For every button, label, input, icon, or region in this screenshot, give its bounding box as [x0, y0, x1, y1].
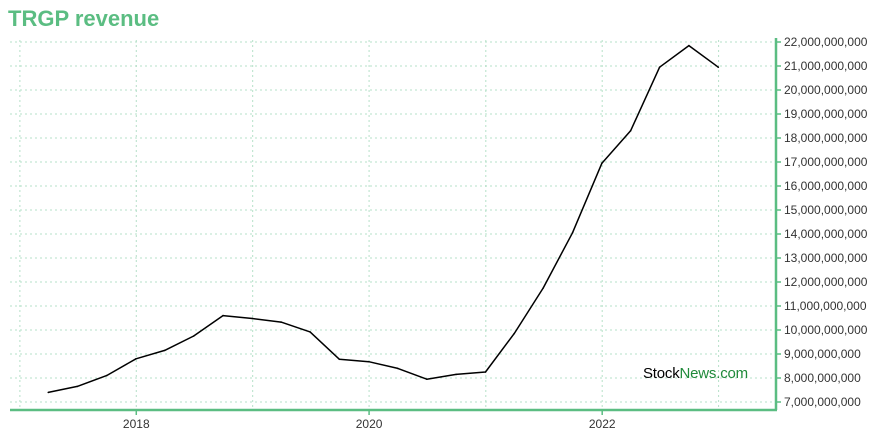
- x-tick-label: 2018: [123, 417, 150, 431]
- data-point: [601, 162, 603, 164]
- stocknews-watermark: StockNews.com: [643, 365, 748, 382]
- data-point: [280, 321, 282, 323]
- y-tick-label: 10,000,000,000: [784, 323, 868, 337]
- y-tick-label: 17,000,000,000: [784, 155, 868, 169]
- data-point: [484, 371, 487, 373]
- y-tick-label: 9,000,000,000: [784, 347, 861, 361]
- data-point: [571, 232, 574, 234]
- data-point: [163, 349, 166, 352]
- y-tick-label: 7,000,000,000: [784, 395, 861, 409]
- y-tick-label: 14,000,000,000: [784, 227, 868, 241]
- y-tick-label: 20,000,000,000: [784, 83, 868, 97]
- data-point: [717, 66, 720, 68]
- watermark-stock: Stock: [643, 365, 680, 382]
- data-point: [629, 130, 632, 132]
- x-tick-label: 2020: [356, 417, 383, 431]
- y-tick-label: 12,000,000,000: [784, 275, 868, 289]
- x-tick-label: 2022: [589, 417, 616, 431]
- data-point: [542, 287, 545, 289]
- data-point: [688, 44, 690, 47]
- watermark-news: News.com: [679, 365, 749, 382]
- data-point: [338, 358, 341, 361]
- data-point: [396, 367, 399, 370]
- data-point: [251, 317, 254, 320]
- data-point: [76, 385, 79, 388]
- y-tick-label: 19,000,000,000: [784, 107, 868, 121]
- y-tick-label: 11,000,000,000: [784, 299, 867, 313]
- data-point: [513, 332, 515, 335]
- y-tick-label: 13,000,000,000: [784, 251, 868, 265]
- y-tick-label: 16,000,000,000: [784, 179, 868, 193]
- data-point: [135, 358, 137, 360]
- y-tick-label: 21,000,000,000: [784, 59, 868, 73]
- data-point: [309, 331, 311, 333]
- data-point: [658, 66, 661, 68]
- data-point: [192, 335, 195, 337]
- y-tick-label: 18,000,000,000: [784, 131, 868, 145]
- y-tick-label: 8,000,000,000: [784, 371, 861, 385]
- data-point: [367, 360, 370, 363]
- data-point: [455, 373, 457, 376]
- data-point: [105, 374, 108, 377]
- chart-title: TRGP revenue: [8, 6, 160, 31]
- y-tick-label: 15,000,000,000: [784, 203, 868, 217]
- data-point: [222, 314, 224, 317]
- data-point: [426, 378, 428, 381]
- data-point: [47, 391, 50, 394]
- y-tick-label: 22,000,000,000: [784, 35, 868, 49]
- revenue-series-line: [48, 44, 719, 394]
